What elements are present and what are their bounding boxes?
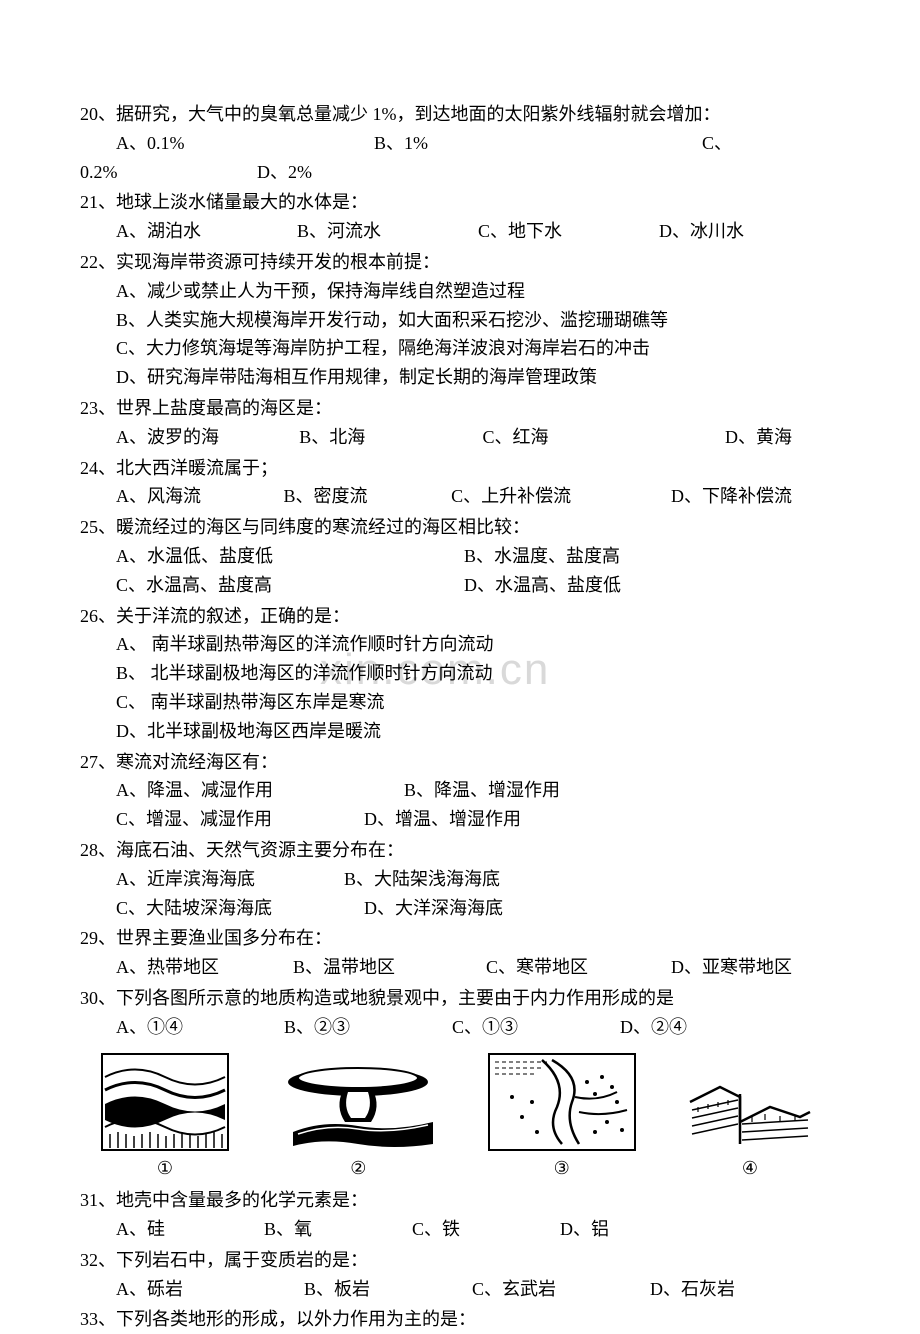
- option-a: A、水温低、盐度低: [116, 542, 416, 571]
- option-d: D、大洋深海海底: [364, 894, 503, 923]
- mushroom-rock-icon: [273, 1052, 443, 1152]
- question-23: 23、世界上盐度最高的海区是： A、波罗的海 B、北海 C、红海 D、黄海: [80, 394, 840, 452]
- question-30: 30、下列各图所示意的地质构造或地貌景观中，主要由于内力作用形成的是 A、①④ …: [80, 984, 840, 1042]
- fault-block-icon: [680, 1052, 820, 1152]
- figure-3: ③: [487, 1052, 637, 1183]
- option-a: A、风海流: [116, 482, 236, 511]
- option-b: B、1%: [374, 129, 654, 158]
- option-d: D、石灰岩: [650, 1275, 735, 1304]
- river-delta-icon: [487, 1052, 637, 1152]
- option-b: B、降温、增湿作用: [404, 776, 560, 805]
- question-text: 23、世界上盐度最高的海区是：: [80, 394, 840, 423]
- question-text: 24、北大西洋暖流属于；: [80, 454, 840, 483]
- option-c: C、铁: [412, 1215, 512, 1244]
- question-21: 21、地球上淡水储量最大的水体是： A、湖泊水 B、河流水 C、地下水 D、冰川…: [80, 188, 840, 246]
- option-b: B、板岩: [304, 1275, 424, 1304]
- option-d: D、黄海: [725, 423, 792, 452]
- option-d: D、铝: [560, 1215, 609, 1244]
- option-a: A、0.1%: [116, 129, 326, 158]
- option-d: D、北半球副极地海区西岸是暖流: [116, 717, 840, 746]
- option-a: A、湖泊水: [116, 217, 297, 246]
- option-b: B、密度流: [284, 482, 404, 511]
- option-d: D、下降补偿流: [671, 482, 792, 511]
- option-d: D、②④: [620, 1013, 687, 1042]
- option-a: A、降温、减湿作用: [116, 776, 356, 805]
- option-a: A、波罗的海: [116, 423, 251, 452]
- question-text: 32、下列岩石中，属于变质岩的是：: [80, 1246, 840, 1275]
- figures-row: ① ②: [80, 1044, 840, 1187]
- question-26: 26、关于洋流的叙述，正确的是： A、 南半球副热带海区的洋流作顺时针方向流动 …: [80, 602, 840, 746]
- option-a: A、砾岩: [116, 1275, 256, 1304]
- question-27: 27、寒流对流经海区有： A、降温、减湿作用 B、降温、增湿作用 C、增湿、减湿…: [80, 748, 840, 834]
- question-20: 20、据研究，大气中的臭氧总量减少 1%，到达地面的太阳紫外线辐射就会增加： A…: [80, 100, 840, 186]
- option-c: C、上升补偿流: [451, 482, 623, 511]
- option-b: B、北海: [299, 423, 434, 452]
- question-32: 32、下列岩石中，属于变质岩的是： A、砾岩 B、板岩 C、玄武岩 D、石灰岩: [80, 1246, 840, 1304]
- question-text: 31、地壳中含量最多的化学元素是：: [80, 1186, 840, 1215]
- question-text: 30、下列各图所示意的地质构造或地貌景观中，主要由于内力作用形成的是: [80, 984, 840, 1013]
- figure-1: ①: [100, 1052, 230, 1183]
- question-31: 31、地壳中含量最多的化学元素是： A、硅 B、氧 C、铁 D、铝: [80, 1186, 840, 1244]
- option-b: B、温带地区: [293, 953, 438, 982]
- option-a: A、热带地区: [116, 953, 245, 982]
- option-c: C、玄武岩: [472, 1275, 602, 1304]
- question-text: 28、海底石油、天然气资源主要分布在：: [80, 836, 840, 865]
- option-b: B、 北半球副极地海区的洋流作顺时针方向流动: [116, 659, 840, 688]
- option-c: C、大力修筑海堤等海岸防护工程，隔绝海洋波浪对海岸岩石的冲击: [116, 334, 840, 363]
- question-text: 25、暖流经过的海区与同纬度的寒流经过的海区相比较：: [80, 513, 840, 542]
- question-text: 29、世界主要渔业国多分布在：: [80, 924, 840, 953]
- question-33: 33、下列各类地形的形成，以外力作用为主的是：: [80, 1305, 840, 1334]
- figure-label: ②: [273, 1154, 443, 1183]
- option-d: D、研究海岸带陆海相互作用规律，制定长期的海岸管理政策: [116, 363, 840, 392]
- option-d: D、亚寒带地区: [671, 953, 792, 982]
- option-a: A、①④: [116, 1013, 236, 1042]
- figure-2: ②: [273, 1052, 443, 1183]
- option-c: C、①③: [452, 1013, 572, 1042]
- question-text: 33、下列各类地形的形成，以外力作用为主的是：: [80, 1305, 840, 1334]
- option-c: C、红海: [482, 423, 677, 452]
- option-d-line: 0.2% D、2%: [80, 158, 840, 187]
- figure-label: ④: [680, 1154, 820, 1183]
- document-content: 20、据研究，大气中的臭氧总量减少 1%，到达地面的太阳紫外线辐射就会增加： A…: [80, 100, 840, 1334]
- option-c: C、地下水: [478, 217, 659, 246]
- option-d: D、增温、增湿作用: [364, 805, 521, 834]
- question-text: 26、关于洋流的叙述，正确的是：: [80, 602, 840, 631]
- question-29: 29、世界主要渔业国多分布在： A、热带地区 B、温带地区 C、寒带地区 D、亚…: [80, 924, 840, 982]
- option-c: C、 南半球副热带海区东岸是寒流: [116, 688, 840, 717]
- question-24: 24、北大西洋暖流属于； A、风海流 B、密度流 C、上升补偿流 D、下降补偿流: [80, 454, 840, 512]
- question-25: 25、暖流经过的海区与同纬度的寒流经过的海区相比较： A、水温低、盐度低 B、水…: [80, 513, 840, 599]
- option-c: C、寒带地区: [486, 953, 623, 982]
- option-a: A、减少或禁止人为干预，保持海岸线自然塑造过程: [116, 277, 840, 306]
- fold-strata-icon: [100, 1052, 230, 1152]
- figure-4: ④: [680, 1052, 820, 1183]
- option-d: D、水温高、盐度低: [464, 571, 621, 600]
- option-d: D、冰川水: [659, 217, 840, 246]
- option-a: A、 南半球副热带海区的洋流作顺时针方向流动: [116, 630, 840, 659]
- question-text: 20、据研究，大气中的臭氧总量减少 1%，到达地面的太阳紫外线辐射就会增加：: [80, 100, 840, 129]
- question-22: 22、实现海岸带资源可持续开发的根本前提： A、减少或禁止人为干预，保持海岸线自…: [80, 248, 840, 392]
- option-b: B、水温度、盐度高: [464, 542, 620, 571]
- option-b: B、②③: [284, 1013, 404, 1042]
- option-b: B、人类实施大规模海岸开发行动，如大面积采石挖沙、滥挖珊瑚礁等: [116, 306, 840, 335]
- option-b: B、河流水: [297, 217, 478, 246]
- option-c: C、: [702, 129, 732, 158]
- option-c: C、增湿、减湿作用: [116, 805, 316, 834]
- question-text: 22、实现海岸带资源可持续开发的根本前提：: [80, 248, 840, 277]
- option-c: C、水温高、盐度高: [116, 571, 416, 600]
- option-a: A、近岸滨海海底: [116, 865, 296, 894]
- question-28: 28、海底石油、天然气资源主要分布在： A、近岸滨海海底 B、大陆架浅海海底 C…: [80, 836, 840, 922]
- option-b: B、氧: [264, 1215, 364, 1244]
- question-text: 21、地球上淡水储量最大的水体是：: [80, 188, 840, 217]
- option-b: B、大陆架浅海海底: [344, 865, 500, 894]
- option-a: A、硅: [116, 1215, 216, 1244]
- option-c: C、大陆坡深海海底: [116, 894, 316, 923]
- question-text: 27、寒流对流经海区有：: [80, 748, 840, 777]
- figure-label: ①: [100, 1154, 230, 1183]
- figure-label: ③: [487, 1154, 637, 1183]
